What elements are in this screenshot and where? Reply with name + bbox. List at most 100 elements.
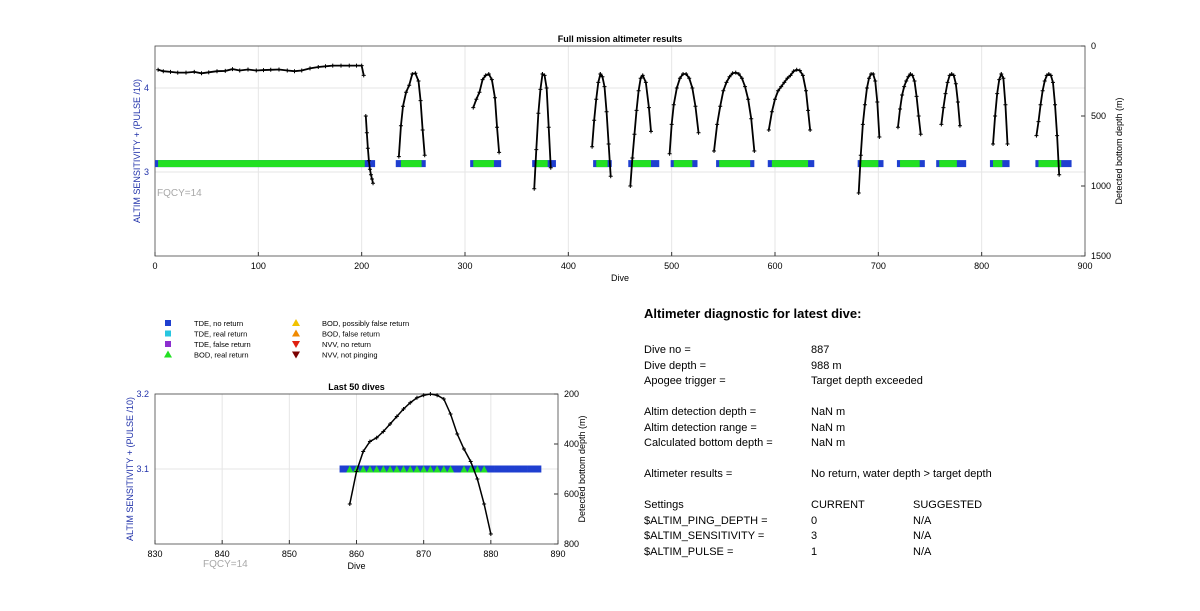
- top-bottom-depth-point: [943, 91, 948, 96]
- last50-bottom-depth-point: [428, 392, 433, 396]
- top-bottom-depth-point: [175, 70, 180, 75]
- top-bottom-depth-point: [730, 71, 735, 76]
- top-bottom-depth-point: [359, 63, 364, 68]
- setting-suggested: N/A: [913, 545, 932, 558]
- top-x-tick-label: 400: [561, 261, 576, 271]
- last50-x-tick-label: 830: [147, 549, 162, 559]
- legend-entry: NVV, not pinging: [292, 351, 378, 360]
- top-bottom-depth-point: [752, 149, 757, 153]
- last50-bottom-depth-point: [367, 439, 372, 444]
- top-bottom-depth-line: [1035, 72, 1061, 175]
- top-bottom-depth-point: [347, 63, 352, 68]
- top-right-tick-label: 1000: [1091, 181, 1111, 191]
- top-bottom-depth-point: [638, 76, 643, 81]
- calc-depth-label: Calculated bottom depth =: [644, 437, 773, 450]
- last50-bod-marker: [467, 465, 475, 473]
- last50-bod-marker: [426, 465, 434, 473]
- top-marker-band: [860, 160, 879, 168]
- top-x-tick-label: 300: [457, 261, 472, 271]
- top-bottom-depth-point: [785, 76, 790, 81]
- top-bottom-depth-point: [687, 76, 692, 81]
- top-bottom-depth-point: [489, 77, 494, 82]
- top-plot-area: [155, 46, 1085, 256]
- top-right-tick-label: 500: [1091, 111, 1106, 121]
- top-bottom-depth-point: [908, 72, 913, 76]
- detection-range-row: Altim detection range = NaN m: [644, 421, 1164, 437]
- top-bottom-depth-point: [1050, 80, 1055, 85]
- legend-triangle-marker: [164, 350, 172, 358]
- top-bottom-depth-point: [292, 69, 297, 74]
- top-bottom-depth-point: [534, 147, 539, 152]
- last50-left-axis-label: ALTIM SENSITIVITY + (PULSE /10): [125, 397, 135, 541]
- legend-triangle-down-marker: [292, 341, 300, 348]
- top-bottom-depth-point: [749, 116, 754, 121]
- last50-bottom-depth-point: [482, 502, 487, 506]
- top-marker-band: [993, 160, 1003, 168]
- setting-name: $ALTIM_PULSE =: [644, 545, 734, 558]
- last50-x-tick-label: 890: [550, 549, 565, 559]
- top-bottom-depth-point: [542, 73, 547, 78]
- top-bottom-depth-point: [957, 123, 962, 128]
- setting-name: $ALTIM_PING_DEPTH =: [644, 514, 768, 527]
- last50-tde-marker: [500, 465, 508, 473]
- top-marker-band: [596, 160, 608, 168]
- top-bottom-depth-point: [873, 79, 878, 83]
- last50-frame: [154, 393, 559, 545]
- top-bottom-depth-point: [590, 144, 595, 149]
- detection-range-value: NaN m: [811, 421, 846, 434]
- top-bottom-depth-point: [733, 70, 738, 75]
- top-x-tick-label: 100: [251, 261, 266, 271]
- legend-label: BOD, real return: [194, 351, 249, 360]
- top-bottom-depth-point: [779, 84, 784, 89]
- top-bottom-depth-point: [600, 74, 605, 79]
- top-bottom-depth-point: [548, 165, 553, 170]
- top-bottom-depth-point: [474, 97, 479, 102]
- top-bottom-depth-point: [368, 172, 373, 177]
- setting-current: 0: [811, 514, 818, 527]
- top-marker-band: [771, 160, 809, 168]
- calc-depth-row: Calculated bottom depth = NaN m: [644, 436, 1164, 452]
- detection-depth-value: NaN m: [811, 406, 846, 419]
- top-bottom-depth-line: [629, 73, 652, 187]
- last50-bottom-depth-point: [394, 414, 399, 419]
- top-left-axis-label: ALTIM SENSITIVITY + (PULSE /10): [132, 79, 142, 223]
- last50-bottom-depth-point: [448, 412, 453, 416]
- last50-right-tick-label: 600: [564, 489, 579, 499]
- top-marker-band: [900, 160, 920, 168]
- last50-bottom-depth-point: [381, 429, 386, 434]
- last50-bottom-depth-point: [388, 422, 393, 426]
- top-bottom-depth-point: [667, 151, 672, 156]
- last50-tde-marker: [520, 465, 528, 473]
- top-bottom-depth-point: [285, 68, 290, 73]
- top-bottom-depth-point: [690, 86, 695, 90]
- top-bottom-depth-point: [646, 105, 651, 110]
- top-bottom-depth-point: [546, 125, 551, 130]
- legend-triangle-down-marker: [292, 351, 300, 359]
- top-bottom-depth-point: [808, 128, 813, 132]
- top-bottom-depth-point: [1005, 142, 1010, 146]
- top-bod-markers: [158, 160, 1062, 168]
- last50-bod-marker: [460, 465, 468, 473]
- top-bottom-depth-point: [914, 94, 919, 99]
- top-bottom-depth-point: [773, 97, 777, 102]
- last50-bod-marker: [400, 465, 408, 473]
- top-bottom-depth-point: [1036, 119, 1041, 124]
- last50-bottom-depth-point: [475, 477, 480, 481]
- last50-bod-marker: [379, 465, 387, 473]
- last50-bod-marker: [433, 465, 441, 473]
- top-bottom-depth-point: [867, 76, 872, 81]
- top-marker-band: [158, 160, 365, 168]
- last50-bod-marker: [373, 465, 381, 473]
- last50-bottom-depth-point: [455, 432, 460, 436]
- setting-row: $ALTIM_PING_DEPTH = 0 N/A: [644, 514, 1164, 530]
- top-bottom-depth-point: [696, 130, 701, 135]
- top-bottom-depth-point: [677, 76, 682, 81]
- top-bottom-depth-point: [999, 72, 1004, 76]
- legend-entry: TDE, no return: [165, 319, 243, 328]
- dive-no-row: Dive no = 887: [644, 343, 1164, 359]
- diagnostic-title: Altimeter diagnostic for latest dive:: [644, 306, 862, 321]
- top-bottom-depth-point: [643, 80, 648, 85]
- current-header: CURRENT: [811, 498, 865, 511]
- top-bottom-depth-point: [246, 67, 250, 72]
- top-marker-band: [473, 160, 494, 168]
